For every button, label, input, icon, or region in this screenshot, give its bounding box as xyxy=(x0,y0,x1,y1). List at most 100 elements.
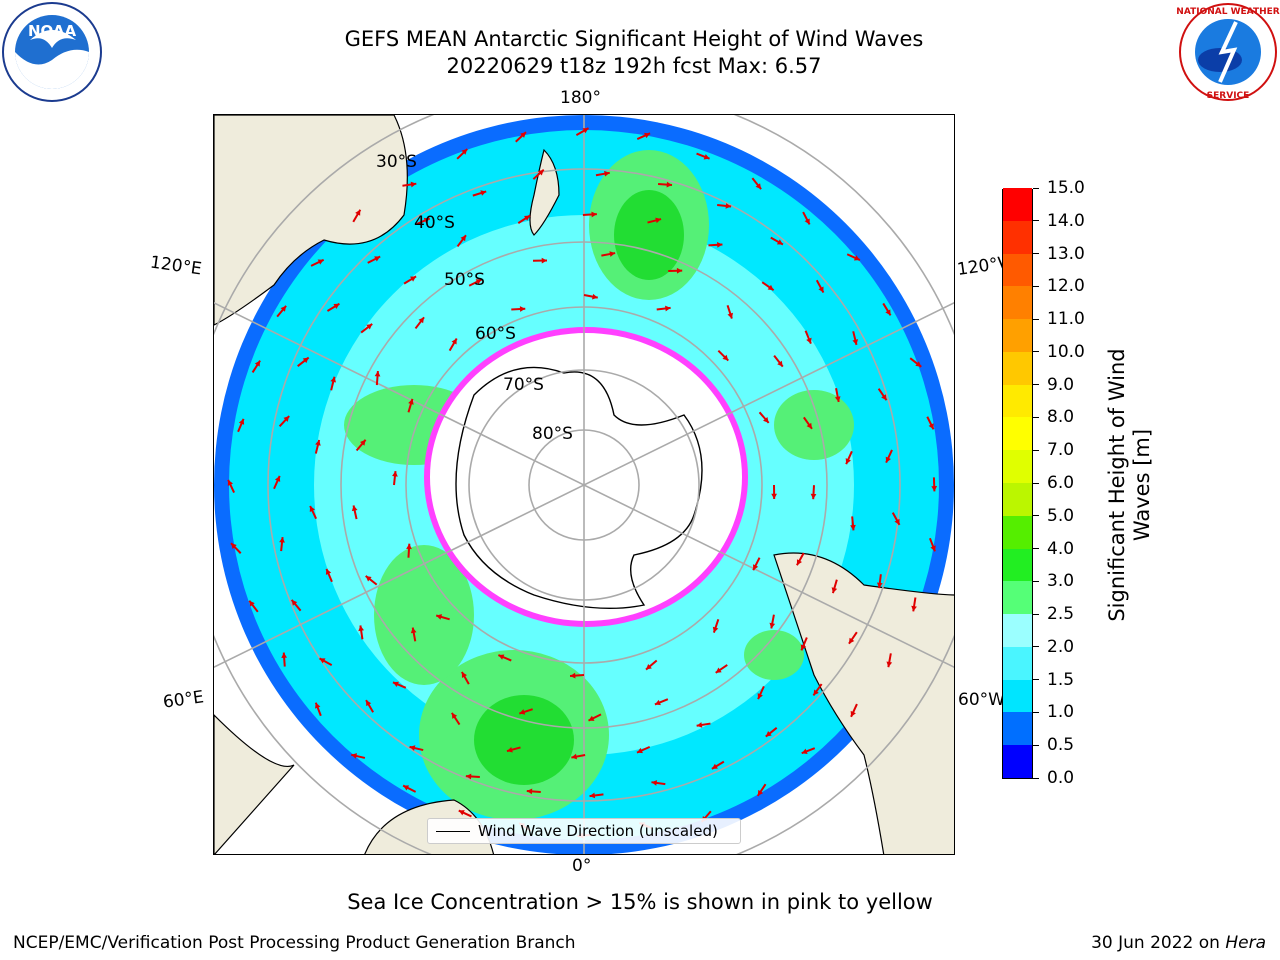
colorbar-segment xyxy=(1003,515,1032,549)
wind-arrow-head xyxy=(853,255,860,261)
colorbar-tick-label: 8.0 xyxy=(1033,409,1074,426)
colorbar-tick-label: 7.0 xyxy=(1033,442,1074,459)
wind-arrow-head xyxy=(753,564,759,571)
wind-arrow-head xyxy=(727,312,733,319)
colorbar-tick-label: 13.0 xyxy=(1033,245,1085,263)
colorbar-tick-label: 2.0 xyxy=(1033,638,1074,656)
svg-text:NOAA: NOAA xyxy=(28,22,77,40)
wind-arrow-head xyxy=(409,745,416,751)
wind-arrow-head xyxy=(881,394,887,401)
colorbar-segment xyxy=(1003,450,1032,483)
wind-arrow-head xyxy=(309,506,315,512)
legend-line-icon xyxy=(436,831,470,832)
wind-arrow-head xyxy=(850,524,856,531)
wind-arrow-head xyxy=(526,788,533,795)
wind-arrow-head xyxy=(767,284,774,291)
wind-arrow-head xyxy=(769,622,776,629)
wind-arrow-head xyxy=(801,748,808,755)
wind-arrow-head xyxy=(330,376,337,383)
wind-arrow-head xyxy=(915,361,922,367)
wind-arrow-head xyxy=(845,458,851,465)
map-legend: Wind Wave Direction (unscaled) xyxy=(427,818,741,844)
wave-blob xyxy=(614,190,684,280)
wind-arrow-head xyxy=(931,486,938,492)
wind-arrow-head xyxy=(333,303,340,309)
wind-arrow-head xyxy=(609,251,616,257)
wind-arrow-head xyxy=(876,582,883,589)
wind-arrow-head xyxy=(498,654,505,660)
legend-label: Wind Wave Direction (unscaled) xyxy=(478,822,718,840)
colorbar-tick-label: 1.0 xyxy=(1033,704,1074,721)
wind-arrow-head xyxy=(460,235,466,242)
wind-arrow-head xyxy=(254,360,261,367)
wind-arrow-head xyxy=(392,681,399,688)
colorbar-segment xyxy=(1003,614,1032,647)
lon-label-120e: 120°E xyxy=(148,252,203,280)
colorbar-tick-label: 9.0 xyxy=(1033,376,1074,394)
lat-label-60s: 60°S xyxy=(475,324,516,344)
wind-arrow-head xyxy=(885,309,891,316)
wind-arrow-head xyxy=(813,689,819,696)
wind-arrow-head xyxy=(636,747,643,754)
wind-arrow-head xyxy=(374,371,381,377)
wind-arrow-head xyxy=(592,293,598,300)
wind-arrow-head xyxy=(676,267,683,274)
wind-arrow-head xyxy=(589,792,596,799)
wind-arrow-head xyxy=(537,169,544,176)
colorbar-segment xyxy=(1003,253,1032,287)
wind-arrow-head xyxy=(358,625,364,632)
colorbar-tick-label: 15.0 xyxy=(1033,180,1085,197)
svg-text:NATIONAL WEATHER: NATIONAL WEATHER xyxy=(1176,7,1279,17)
wave-blob xyxy=(374,545,474,685)
wind-arrow-head xyxy=(665,305,671,312)
graticule xyxy=(214,115,954,854)
wind-arrow-head xyxy=(722,354,729,361)
wind-arrow-head xyxy=(461,671,468,678)
colorbar-label: Significant Height of Wind Waves [m] xyxy=(1105,285,1155,685)
wind-arrow-head xyxy=(930,545,936,552)
wind-arrow-head xyxy=(806,422,812,429)
colorbar-tick-label: 1.5 xyxy=(1033,671,1074,689)
wind-arrow-head xyxy=(570,672,576,679)
colorbar-segment xyxy=(1003,417,1032,451)
wind-arrow-head xyxy=(886,661,893,668)
lon-label-180: 180° xyxy=(560,88,601,108)
colorbar-tick-label: 11.0 xyxy=(1033,311,1085,328)
colorbar-segment xyxy=(1003,581,1032,615)
wind-arrow-head xyxy=(703,154,710,160)
colorbar-segment xyxy=(1003,286,1032,320)
wind-arrow-head xyxy=(644,132,651,139)
wind-arrow-head xyxy=(911,605,917,612)
lon-label-60w: 60°W xyxy=(958,690,1005,710)
colorbar-label-line1: Significant Height of Wind xyxy=(1105,348,1129,622)
wind-arrow-head xyxy=(771,493,777,499)
wind-arrow-head xyxy=(319,658,326,664)
wind-arrow-head xyxy=(302,357,309,364)
colorbar-segment xyxy=(1003,351,1032,385)
wind-arrow-head xyxy=(291,599,298,606)
colorbar-tick-label: 3.0 xyxy=(1033,573,1074,590)
wind-arrow-head xyxy=(646,663,652,670)
wind-arrow-head xyxy=(715,667,722,673)
footer-branch: NCEP/EMC/Verification Post Processing Pr… xyxy=(13,933,576,953)
wind-arrow-head xyxy=(541,257,547,264)
wind-arrow-head xyxy=(654,699,661,706)
wind-arrow-head xyxy=(810,493,817,500)
wind-arrow-head xyxy=(410,276,417,282)
wind-arrow-head xyxy=(582,128,589,134)
colorbar-tick-label: 14.0 xyxy=(1033,212,1085,230)
wind-arrow-head xyxy=(403,785,410,791)
wind-arrow-head xyxy=(834,396,841,402)
wind-arrow-head xyxy=(666,181,673,188)
chart-subtitle: 20220629 t18z 192h fcst Max: 6.57 xyxy=(446,54,822,78)
colorbar-segment xyxy=(1003,646,1032,680)
wind-arrow-head xyxy=(806,337,812,344)
colorbar-segment xyxy=(1003,384,1032,418)
wind-arrow-head xyxy=(461,149,468,155)
wind-arrow-head xyxy=(366,700,372,707)
map-panel xyxy=(213,114,955,855)
wind-arrow-head xyxy=(711,763,718,769)
colorbar xyxy=(1002,188,1033,779)
wind-arrow-head xyxy=(591,211,597,218)
lat-label-40s: 40°S xyxy=(414,213,455,233)
